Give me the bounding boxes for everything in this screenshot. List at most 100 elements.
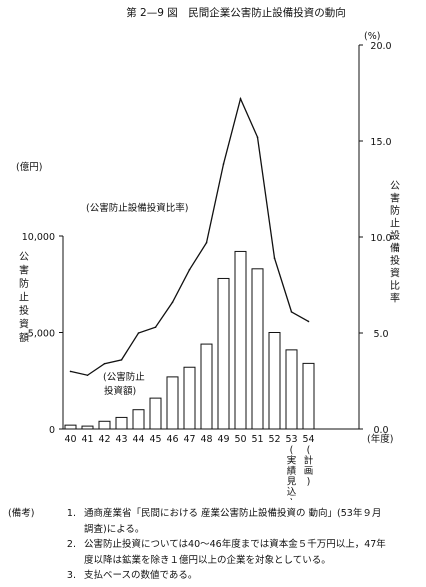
x-category-note: 績: [287, 465, 297, 477]
x-tick-label: 52: [268, 434, 280, 445]
bar: [64, 424, 77, 430]
x-tick-label: 43: [115, 434, 127, 445]
right-axis-label-char: 率: [390, 292, 400, 305]
notes: (備考) 1. 通商産業省「民間における 産業公害防止設備投資の 動向」(53年…: [8, 506, 418, 584]
left-axis-label-char: 投: [19, 304, 29, 317]
right-axis-label-char: 投: [390, 254, 400, 267]
x-category-note: 計: [304, 455, 314, 467]
left-tick-label: 0: [49, 425, 55, 436]
ratio-point: [154, 326, 157, 329]
right-axis-label-char: 公: [390, 181, 400, 192]
x-category-note: ): [290, 498, 294, 501]
right-tick-label: 0.0: [373, 425, 388, 436]
x-category-note: ): [307, 477, 311, 488]
left-unit-label: (億円): [16, 161, 42, 173]
ratio-point: [239, 97, 242, 100]
bar-annotation: 投資額): [104, 385, 136, 397]
left-tick-label: 5,000: [28, 329, 55, 340]
notes-head: (備考): [8, 508, 35, 519]
bars: [64, 250, 315, 430]
right-axis-label-char: 資: [390, 268, 400, 280]
left-tick-label: 10,000: [22, 232, 55, 243]
x-tick-label: 53: [285, 434, 297, 445]
x-tick-label: 50: [234, 434, 246, 445]
right-axis-label-char: 害: [390, 192, 400, 205]
note-item-2: 2. 公害防止投資については40〜46年度までは資本金５千万円以上，47年 度以降…: [8, 537, 418, 568]
ratio-point: [307, 320, 310, 323]
line-series: [69, 96, 310, 377]
x-category-note: 見: [287, 477, 297, 488]
ratio-point: [273, 257, 276, 259]
right-tick-label: 5.0: [373, 329, 388, 340]
ratio-point: [188, 268, 191, 271]
x-category-note: (: [307, 445, 311, 456]
bar: [98, 420, 111, 430]
x-tick-label: 45: [149, 434, 161, 445]
ratio-point: [103, 362, 106, 365]
right-axis-label-char: 防: [390, 204, 400, 217]
right-axis-label-char: 備: [390, 242, 400, 255]
right-unit-label: (%): [364, 31, 380, 42]
note-number: 3.: [66, 570, 76, 581]
x-category-note: 実: [287, 455, 297, 467]
x-tick-label: 41: [81, 434, 93, 445]
left-axis-label-char: 害: [19, 264, 29, 277]
ratio-point: [86, 374, 89, 377]
x-tick-label: 40: [64, 434, 76, 445]
left-axis-label-char: 額: [19, 331, 29, 344]
note-item-3: 3. 支払ベースの数値である。: [8, 568, 418, 584]
left-axis-label-char: 資: [19, 319, 29, 331]
right-tick-label: 15.0: [370, 137, 391, 148]
right-tick-label: 10.0: [370, 233, 391, 244]
right-axis-label-char: 設: [390, 229, 400, 242]
bar: [217, 277, 230, 430]
ratio-point: [205, 241, 208, 244]
x-category-note: 込: [287, 487, 297, 498]
bar: [268, 332, 281, 430]
ratio-point: [120, 359, 123, 361]
ratio-point: [222, 163, 225, 165]
bar: [132, 409, 145, 430]
bar: [149, 397, 162, 430]
x-tick-label: 54: [302, 434, 314, 445]
right-axis-label-char: 比: [390, 280, 400, 292]
x-tick-label: 51: [251, 434, 263, 445]
x-tick-label: 47: [183, 434, 195, 445]
chart: 第 2—9 図 民間企業公害防止設備投資の動向 0 5,000 10,000 0.0 5…: [16, 6, 400, 500]
x-unit-label: (年度): [367, 433, 393, 445]
right-tick-label: 20.0: [370, 41, 391, 52]
x-tick-label: 42: [98, 434, 110, 445]
bar: [183, 366, 196, 430]
bar: [251, 268, 264, 430]
note-text: 支払ベースの数値である。: [84, 570, 198, 581]
x-category-note: (: [290, 445, 294, 456]
ratio-point: [256, 136, 259, 138]
chart-title: 第 2—9 図 民間企業公害防止設備投資の動向: [126, 6, 346, 19]
note-number: 2.: [66, 539, 76, 550]
note-text: 通商産業省「民間における 産業公害防止設備投資の 動向」(53年９月 調査)による…: [84, 508, 382, 535]
bar: [81, 425, 94, 430]
x-tick-label: 44: [132, 434, 144, 445]
x-tick-label: 46: [166, 434, 178, 445]
x-tick-label: 48: [200, 434, 212, 445]
left-axis-label-char: 公: [19, 252, 29, 263]
bar: [285, 349, 298, 430]
right-axis-label-char: 止: [390, 218, 400, 230]
bar: [115, 416, 128, 430]
bar: [234, 250, 247, 430]
note-number: 1.: [66, 508, 76, 519]
note-text: 公害防止投資については40〜46年度までは資本金５千万円以上，47年 度以降は鉱業…: [84, 539, 386, 566]
bar: [166, 376, 179, 430]
labels: 0 5,000 10,000 0.0 5.0 10.0 15.0 20.0 40 41 42 43 44…: [16, 31, 400, 500]
bar: [302, 362, 315, 430]
x-category-note: 画: [304, 466, 314, 477]
ratio-point: [290, 311, 293, 313]
bar-annotation: (公害防止: [103, 371, 145, 383]
left-axis-label-char: 防: [19, 277, 29, 290]
left-axis-label-char: 止: [19, 292, 29, 304]
line-annotation: (公害防止設備投資比率): [86, 202, 188, 214]
bar: [200, 343, 213, 430]
ratio-point: [69, 370, 72, 373]
x-tick-label: 49: [217, 434, 229, 445]
note-item-1: (備考) 1. 通商産業省「民間における 産業公害防止設備投資の 動向」(53年…: [8, 506, 418, 537]
